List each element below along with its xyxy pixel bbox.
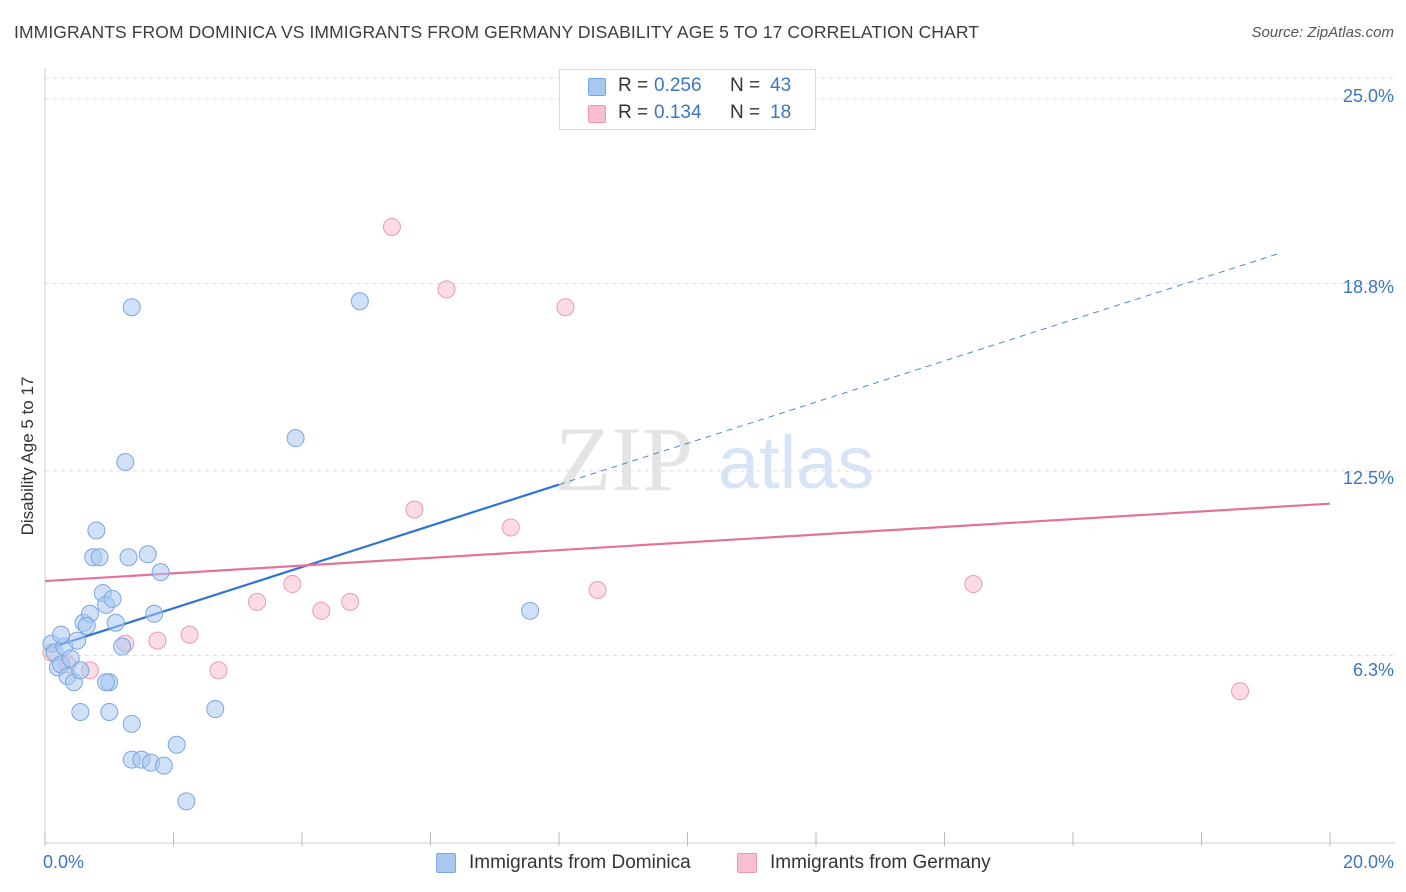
- dominica-point: [97, 673, 116, 692]
- germany-point: [209, 661, 228, 680]
- legend-label: Immigrants from Germany: [770, 852, 991, 873]
- dominica-trend-extension: [558, 253, 1279, 486]
- y-axis-title: Disability Age 5 to 17: [18, 376, 37, 536]
- n-value: 18: [770, 102, 792, 123]
- germany-trend-line: [44, 502, 1331, 583]
- r-label: R =: [618, 75, 649, 96]
- germany-point: [341, 592, 360, 611]
- germany-point: [964, 575, 983, 594]
- dominica-point: [103, 589, 122, 608]
- germany-point: [437, 280, 456, 299]
- dominica-point: [119, 548, 138, 567]
- dominica-point: [90, 548, 109, 567]
- n-label: N =: [730, 75, 761, 96]
- stats-legend: R = 0.256 N = 43 R = 0.134 N = 18: [559, 69, 816, 130]
- r-value: 0.134: [654, 102, 702, 123]
- y-tick-label: 18.8%: [1342, 277, 1394, 297]
- dominica-point: [106, 613, 125, 632]
- dominica-point: [122, 714, 141, 733]
- dominica-point: [100, 703, 119, 722]
- germany-point: [312, 601, 331, 620]
- germany-swatch: [737, 853, 757, 873]
- dominica-point: [68, 631, 87, 650]
- dominica-point: [77, 616, 96, 635]
- watermark-atlas: atlas: [718, 421, 874, 504]
- n-value: 43: [770, 75, 792, 96]
- germany-point: [382, 217, 401, 236]
- germany-point: [180, 625, 199, 644]
- dominica-trend-line: [44, 483, 560, 651]
- germany-point: [283, 575, 302, 594]
- germany-point: [405, 500, 424, 519]
- axes: [44, 68, 1395, 846]
- y-tick-label: 6.3%: [1352, 660, 1394, 680]
- dominica-point: [206, 700, 225, 719]
- dominica-point: [87, 521, 106, 540]
- y-tick-label: 12.5%: [1342, 468, 1394, 488]
- dominica-point: [154, 756, 173, 775]
- germany-point: [148, 631, 167, 650]
- watermark: ZIP atlas: [555, 408, 874, 510]
- germany-point: [1231, 682, 1250, 701]
- germany-point: [588, 580, 607, 599]
- chart-title: IMMIGRANTS FROM DOMINICA VS IMMIGRANTS F…: [14, 22, 980, 42]
- dominica-point: [122, 298, 141, 317]
- legend-label: Immigrants from Dominica: [469, 852, 691, 873]
- dominica-point: [71, 661, 90, 680]
- germany-point: [501, 518, 520, 537]
- germany-swatch: [588, 105, 606, 123]
- germany-point: [248, 592, 267, 611]
- n-label: N =: [730, 102, 761, 123]
- dominica-swatch: [436, 853, 456, 873]
- x-tick-label-min: 0.0%: [43, 852, 85, 872]
- source-label: Source: ZipAtlas.com: [1251, 24, 1394, 41]
- x-tick-label-max: 20.0%: [1342, 852, 1394, 872]
- dominica-point: [113, 637, 132, 656]
- dominica-point: [116, 452, 135, 471]
- r-label: R =: [618, 102, 649, 123]
- dominica-point: [145, 604, 164, 623]
- dominica-point: [286, 429, 305, 448]
- dominica-point: [167, 735, 186, 754]
- dominica-point: [151, 563, 170, 582]
- dominica-point: [521, 601, 540, 620]
- dominica-point: [52, 625, 71, 644]
- dominica-point: [350, 292, 369, 311]
- r-value: 0.256: [654, 75, 702, 96]
- dominica-point: [138, 545, 157, 564]
- dominica-point: [61, 649, 80, 668]
- data-points: [42, 217, 1250, 811]
- dominica-point: [71, 703, 90, 722]
- germany-point: [556, 298, 575, 317]
- y-tick-label: 25.0%: [1342, 86, 1394, 106]
- trend-lines: [44, 253, 1331, 651]
- watermark-zip: ZIP: [555, 408, 693, 510]
- dominica-swatch: [588, 78, 606, 96]
- dominica-point: [177, 792, 196, 811]
